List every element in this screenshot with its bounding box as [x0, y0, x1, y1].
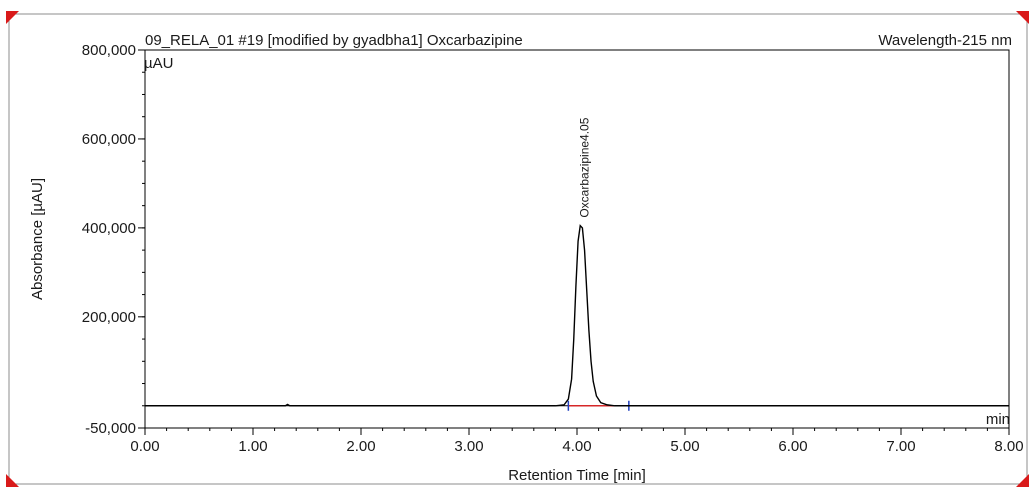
x-tick-label: 1.00: [238, 438, 267, 455]
x-axis-title: Retention Time [min]: [508, 467, 646, 484]
x-tick-label: 0.00: [130, 438, 159, 455]
y-tick-label: 400,000: [82, 220, 136, 237]
chromatogram-series-line: [145, 224, 1009, 407]
x-tick-label: 4.00: [562, 438, 591, 455]
y-tick-label: 200,000: [82, 309, 136, 326]
chart-title: 09_RELA_01 #19 [modified by gyadbha1] Ox…: [145, 32, 523, 49]
y-tick-label: 800,000: [82, 42, 136, 59]
corner-marker-bottom-left: [6, 474, 19, 487]
corner-marker-bottom-right: [1016, 474, 1029, 487]
wavelength-label: Wavelength-215 nm: [878, 32, 1012, 49]
x-tick-label: 6.00: [778, 438, 807, 455]
y-tick-label: 600,000: [82, 131, 136, 148]
x-tick-label: 5.00: [670, 438, 699, 455]
x-tick-label: 3.00: [454, 438, 483, 455]
x-tick-label: 8.00: [994, 438, 1023, 455]
y-unit-label: µAU: [144, 55, 173, 72]
x-tick-label: 2.00: [346, 438, 375, 455]
plot-area: [144, 49, 1010, 429]
x-tick-label: 7.00: [886, 438, 915, 455]
marks-layer: Oxcarbazipine4.05: [145, 117, 1009, 411]
peak-label: Oxcarbazipine4.05: [577, 117, 591, 217]
y-tick-label: -50,000: [85, 420, 136, 437]
corner-marker-top-right: [1016, 11, 1029, 24]
corner-marker-top-left: [6, 11, 19, 24]
axes-layer: 0.00 1.00 2.00 3.00 4.00 5.00 6.00 7.00 8.00 -50,…: [82, 42, 1024, 455]
x-unit-label: min: [986, 411, 1010, 428]
y-axis-title: Absorbance [µAU]: [29, 178, 46, 300]
